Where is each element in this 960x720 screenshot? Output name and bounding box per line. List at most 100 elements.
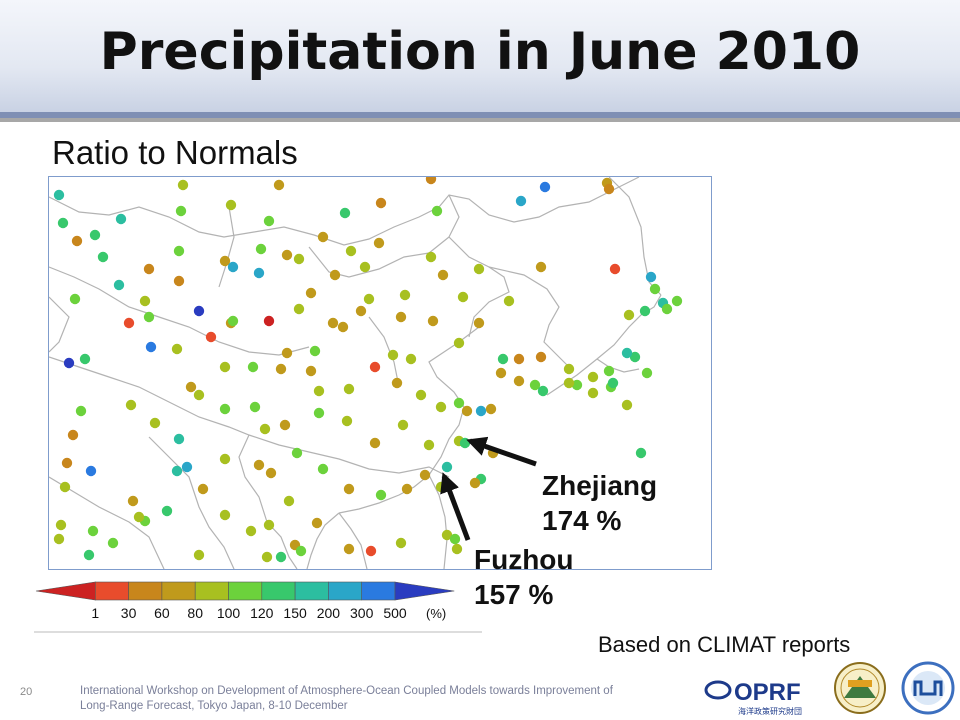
station-marker [395, 311, 407, 323]
station-marker [587, 387, 599, 399]
zhejiang-value: 174 % [542, 505, 622, 536]
fuzhou-value: 157 % [474, 579, 554, 610]
station-marker [305, 287, 317, 299]
station-marker [89, 229, 101, 241]
station-marker [197, 483, 209, 495]
station-marker [63, 357, 75, 369]
station-marker [469, 477, 481, 489]
station-marker [293, 303, 305, 315]
legend-swatch [35, 581, 96, 601]
station-marker [327, 317, 339, 329]
station-marker [171, 343, 183, 355]
station-marker [317, 231, 329, 243]
station-marker [171, 465, 183, 477]
agency-logo [901, 661, 955, 715]
station-marker [639, 305, 651, 317]
station-marker [603, 183, 615, 195]
station-marker [53, 189, 65, 201]
station-marker [345, 245, 357, 257]
station-marker [123, 317, 135, 329]
station-marker [97, 251, 109, 263]
station-marker [293, 253, 305, 265]
station-marker [623, 309, 635, 321]
station-marker [641, 367, 653, 379]
station-marker [67, 429, 79, 441]
station-marker [259, 423, 271, 435]
station-marker [275, 551, 287, 563]
legend-tick-label: 150 [283, 605, 307, 621]
station-marker [395, 537, 407, 549]
legend-tick-label: 200 [317, 605, 341, 621]
station-marker [563, 377, 575, 389]
legend-tick-label: 500 [383, 605, 407, 621]
station-marker [387, 349, 399, 361]
seal-banner-icon [848, 680, 872, 687]
station-marker [513, 375, 525, 387]
station-marker [227, 315, 239, 327]
station-marker [185, 381, 197, 393]
mri-seal-logo [834, 662, 886, 714]
legend-tick-label: 300 [350, 605, 374, 621]
station-marker [337, 321, 349, 333]
station-marker [343, 543, 355, 555]
station-marker [173, 275, 185, 287]
station-marker [485, 403, 497, 415]
station-marker [281, 347, 293, 359]
station-marker [449, 533, 461, 545]
station-marker [253, 267, 265, 279]
station-marker [515, 195, 527, 207]
station-marker [305, 365, 317, 377]
station-marker [149, 417, 161, 429]
station-marker [495, 367, 507, 379]
station-marker [127, 495, 139, 507]
station-marker [457, 291, 469, 303]
station-marker [401, 483, 413, 495]
station-marker [173, 245, 185, 257]
station-marker [537, 385, 549, 397]
station-marker [283, 495, 295, 507]
oprf-logo: OPRF 海洋政策研究財団 [704, 679, 802, 716]
station-marker [397, 419, 409, 431]
station-marker [529, 379, 541, 391]
legend-tick-label: 100 [217, 605, 241, 621]
oprf-logo-text: OPRF [734, 679, 801, 706]
station-marker [113, 279, 125, 291]
station-marker [53, 533, 65, 545]
station-marker [425, 251, 437, 263]
station-marker [359, 261, 371, 273]
station-marker [341, 415, 353, 427]
station-marker [587, 371, 599, 383]
station-marker [313, 407, 325, 419]
station-marker [75, 405, 87, 417]
station-marker [473, 263, 485, 275]
station-marker [391, 377, 403, 389]
legend-tick-label: 30 [121, 605, 137, 621]
station-marker [453, 337, 465, 349]
station-marker [503, 295, 515, 307]
legend-tick-label: 60 [154, 605, 170, 621]
legend-swatch [128, 581, 163, 601]
station-marker [607, 377, 619, 389]
station-marker [363, 293, 375, 305]
station-marker [355, 305, 367, 317]
zhejiang-callout: Zhejiang 174 % [542, 468, 657, 538]
station-marker [61, 457, 73, 469]
agency-core-icon [911, 671, 945, 705]
station-marker [375, 489, 387, 501]
station-marker [497, 353, 509, 365]
oprf-logo-subtext: 海洋政策研究財団 [738, 706, 802, 716]
station-marker [55, 519, 67, 531]
legend-tick-label: 80 [187, 605, 203, 621]
station-marker [415, 389, 427, 401]
station-marker [473, 317, 485, 329]
station-marker [161, 505, 173, 517]
station-marker [85, 465, 97, 477]
station-marker [219, 453, 231, 465]
station-marker [435, 401, 447, 413]
legend-swatch [394, 581, 455, 601]
station-marker [193, 549, 205, 561]
source-note: Based on CLIMAT reports [598, 632, 851, 657]
station-marker [535, 261, 547, 273]
legend-tick-label: 1 [91, 605, 99, 621]
